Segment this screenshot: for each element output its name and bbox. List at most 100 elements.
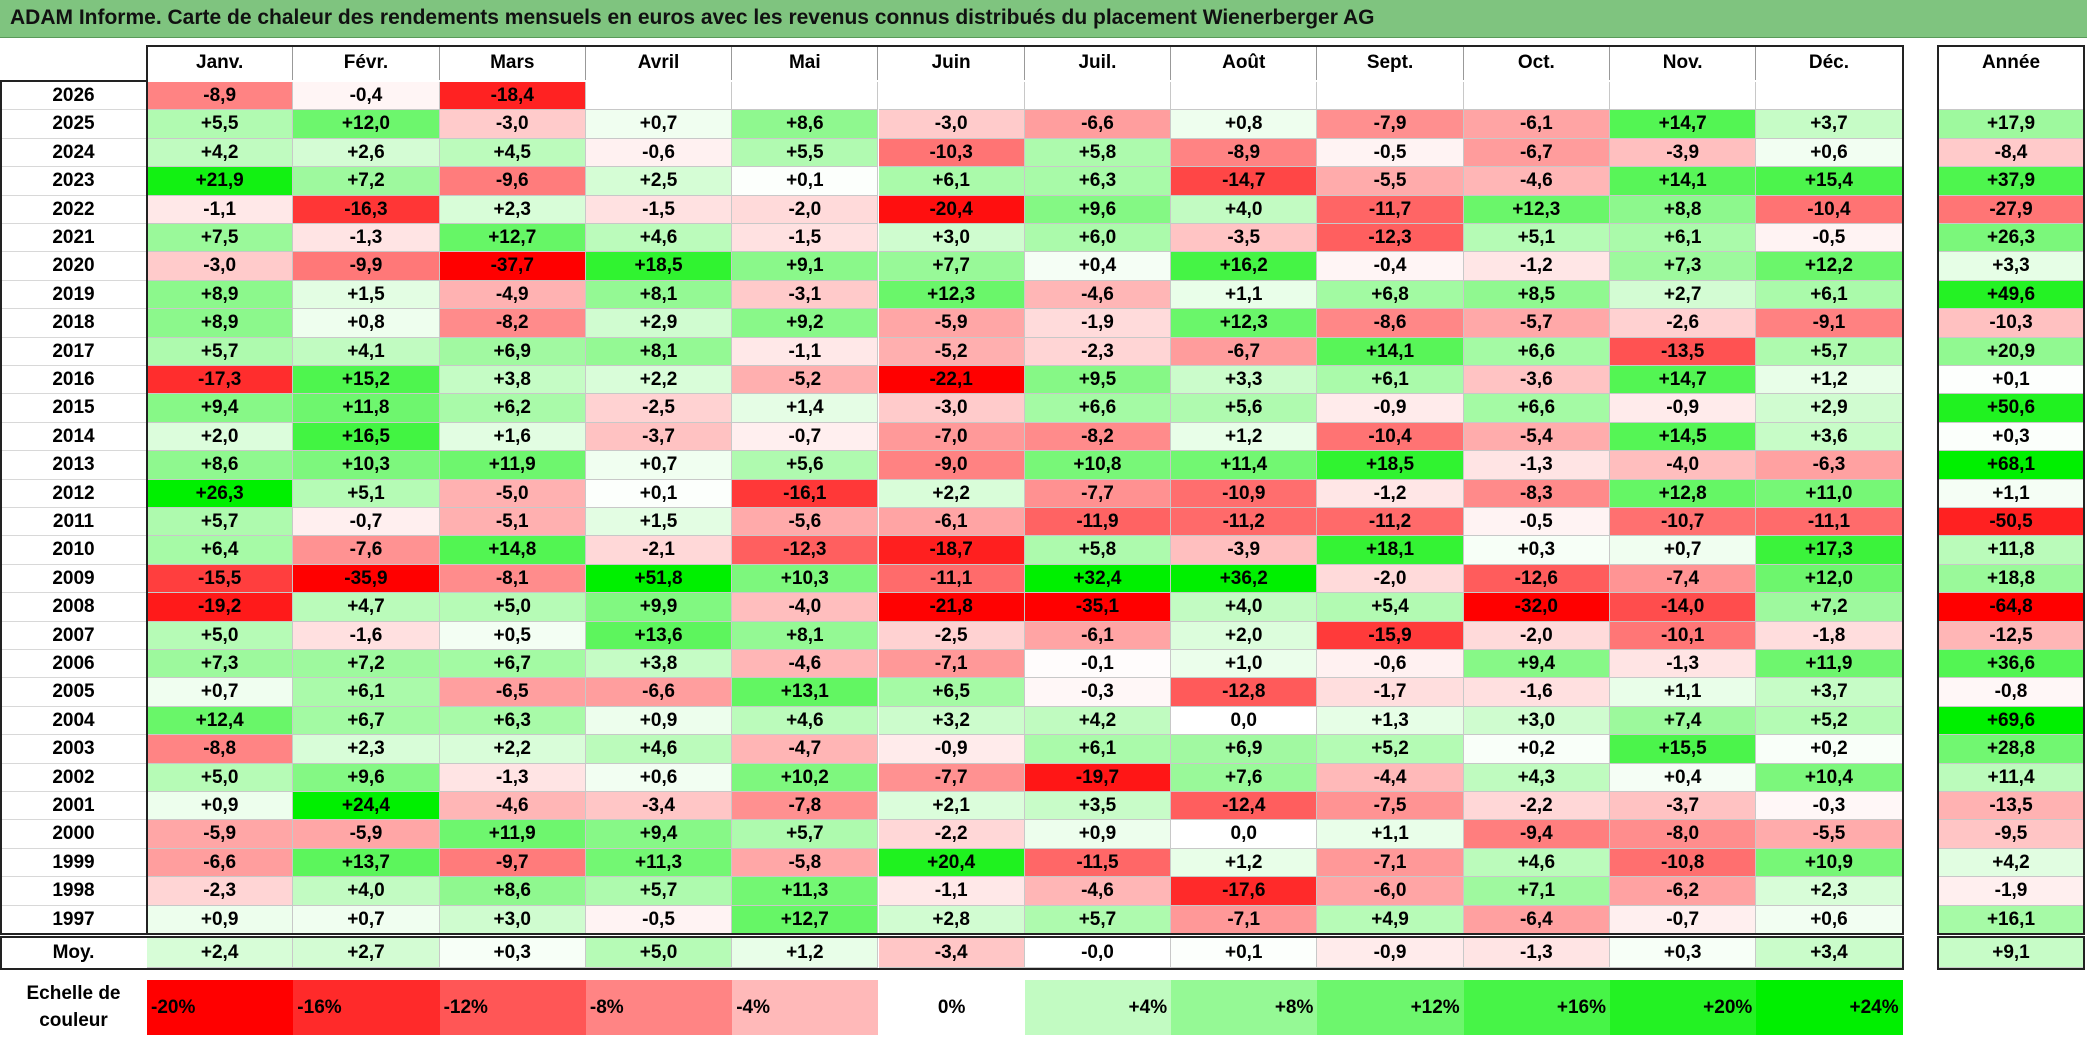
heatmap-cell: -6,6 <box>585 678 733 707</box>
heatmap-cell: +0,9 <box>585 706 733 736</box>
heatmap-cell: -11,2 <box>1317 508 1464 537</box>
heatmap-cell: -2,1 <box>585 536 733 565</box>
heatmap-cell: -8,0 <box>1610 820 1757 849</box>
color-scale-stop: -4% <box>732 980 879 1035</box>
row-year-label: 2018 <box>0 309 147 338</box>
heatmap-cell: +1,1 <box>1171 280 1318 310</box>
annual-cell: +3,3 <box>1938 252 2084 281</box>
heatmap-cell: -5,8 <box>732 848 879 878</box>
heatmap-cell: +11,9 <box>1756 650 1903 679</box>
heatmap-cell: +0,6 <box>1756 905 1903 934</box>
heatmap-cell: -8,9 <box>147 82 294 111</box>
row-year-label: 2010 <box>0 536 147 565</box>
heatmap-cell: +14,1 <box>1610 167 1757 196</box>
heatmap-cell: +4,9 <box>1317 905 1464 934</box>
annual-cell: +20,9 <box>1938 337 2084 366</box>
heatmap-cell: +6,6 <box>1463 337 1610 366</box>
column-header: Oct. <box>1464 46 1610 80</box>
heatmap-cell: +32,4 <box>1024 564 1172 594</box>
heatmap-cell: +5,5 <box>147 110 294 139</box>
title-bar: ADAM Informe. Carte de chaleur des rende… <box>0 0 2087 38</box>
heatmap-cell <box>878 82 1025 111</box>
color-scale-label: Echelle de couleur <box>26 983 121 1031</box>
heatmap-cell: +7,2 <box>1756 593 1903 622</box>
heatmap-cell: +9,6 <box>293 763 440 792</box>
heatmap-cell: -4,6 <box>1024 877 1172 906</box>
heatmap-cell: -16,1 <box>732 479 879 508</box>
average-cell: -0,9 <box>1317 938 1464 968</box>
heatmap-cell: -10,7 <box>1610 508 1757 537</box>
heatmap-cell: -9,4 <box>1463 820 1610 849</box>
heatmap-cell: +12,3 <box>878 280 1025 310</box>
heatmap-cell: +5,8 <box>1024 138 1172 168</box>
heatmap-cell: -3,4 <box>585 792 733 821</box>
heatmap-cell: +6,8 <box>1317 280 1464 310</box>
heatmap-cell: -9,9 <box>293 252 440 281</box>
heatmap-cell: -0,9 <box>1317 394 1464 423</box>
heatmap-cell: +5,1 <box>1463 224 1610 253</box>
heatmap-cell: +6,1 <box>1024 735 1172 764</box>
heatmap-cell: +1,1 <box>1610 678 1757 707</box>
column-header: Mars <box>440 46 586 80</box>
heatmap-cell: -5,1 <box>439 508 586 537</box>
heatmap-cell: -11,9 <box>1024 508 1172 537</box>
heatmap-cell: +10,9 <box>1756 848 1903 878</box>
heatmap-cell: -4,4 <box>1317 763 1464 792</box>
heatmap-cell: -0,9 <box>878 735 1025 764</box>
heatmap-cell: +9,2 <box>732 309 879 338</box>
average-cell: -1,3 <box>1463 938 1610 968</box>
heatmap-cell: -17,3 <box>147 366 294 395</box>
annual-cell: -1,9 <box>1938 877 2084 906</box>
heatmap-cell: +4,6 <box>1463 848 1610 878</box>
annual-cell: +0,1 <box>1938 366 2084 395</box>
heatmap-cell: -6,2 <box>1610 877 1757 906</box>
average-cell: +2,7 <box>293 938 440 968</box>
heatmap-cell: +7,3 <box>147 650 294 679</box>
heatmap-cell: -15,9 <box>1317 621 1464 650</box>
heatmap-cell: +4,2 <box>1024 706 1172 736</box>
heatmap-cell: -7,5 <box>1317 792 1464 821</box>
heatmap-cell: +10,4 <box>1756 763 1903 792</box>
heatmap-cell: +5,0 <box>147 763 294 792</box>
heatmap-cell: -3,0 <box>147 252 294 281</box>
heatmap-cell: +9,1 <box>732 252 879 281</box>
chart-title: ADAM Informe. Carte de chaleur des rende… <box>10 6 1375 29</box>
heatmap-cell: +12,3 <box>1463 195 1610 224</box>
heatmap-cell: +11,0 <box>1756 479 1903 508</box>
heatmap-cell: +6,9 <box>1171 735 1318 764</box>
heatmap-cell: -6,6 <box>147 848 294 878</box>
heatmap-cell: +8,6 <box>732 110 879 139</box>
heatmap-cell: -11,5 <box>1024 848 1172 878</box>
heatmap-cell: -22,1 <box>878 366 1025 395</box>
heatmap-cell: +0,2 <box>1463 735 1610 764</box>
heatmap-cell: -19,2 <box>147 593 294 622</box>
heatmap-cell: -35,9 <box>293 564 440 594</box>
heatmap-cell: +3,8 <box>585 650 733 679</box>
heatmap-cell: +8,6 <box>439 877 586 906</box>
heatmap-cell: +8,8 <box>1610 195 1757 224</box>
heatmap-cell: -7,4 <box>1610 564 1757 594</box>
heatmap-cell: -1,3 <box>1610 650 1757 679</box>
heatmap-cell: +2,2 <box>585 366 733 395</box>
heatmap-cell: +0,9 <box>147 792 294 821</box>
row-year-label: 2006 <box>0 650 147 679</box>
heatmap-cell: +4,0 <box>1171 593 1318 622</box>
heatmap-cell: +14,8 <box>439 536 586 565</box>
heatmap-cell: -4,6 <box>439 792 586 821</box>
heatmap-cell: -8,8 <box>147 735 294 764</box>
heatmap-cell: +1,3 <box>1317 706 1464 736</box>
heatmap-cell: +6,6 <box>1463 394 1610 423</box>
column-header-year: Année <box>1981 52 2041 73</box>
heatmap-cell: +4,7 <box>293 593 440 622</box>
heatmap-cell: +9,4 <box>1463 650 1610 679</box>
annual-cell: +0,3 <box>1938 422 2084 452</box>
heatmap-cell: +4,6 <box>732 706 879 736</box>
heatmap-cell: +3,5 <box>1024 792 1172 821</box>
heatmap-cell: +4,2 <box>147 138 294 168</box>
heatmap-cell: +5,7 <box>1756 337 1903 366</box>
heatmap-cell: -6,7 <box>1463 138 1610 168</box>
average-cell: +5,0 <box>585 938 733 968</box>
heatmap-cell: -2,5 <box>878 621 1025 650</box>
heatmap-cell: +1,6 <box>439 422 586 452</box>
row-year-label: 2024 <box>0 139 147 168</box>
